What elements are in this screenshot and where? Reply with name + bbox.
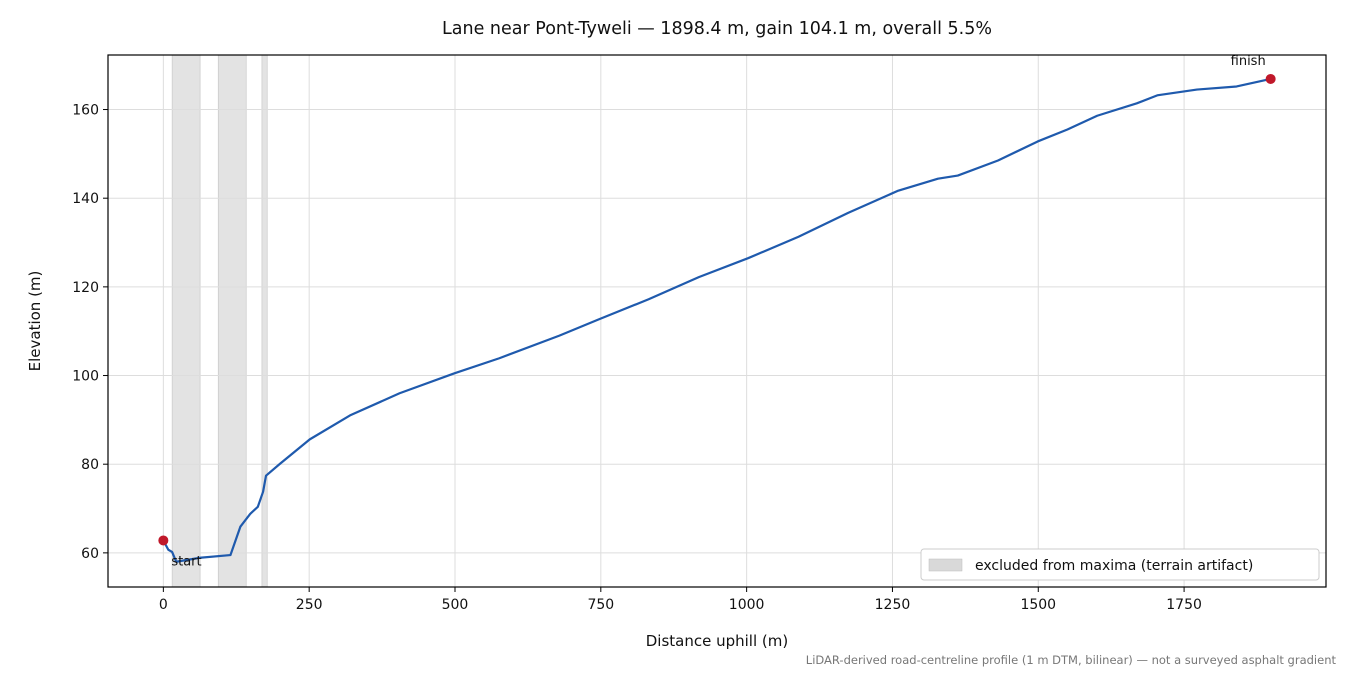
x-tick-label: 1000 [729,597,765,613]
excluded-span [261,54,268,588]
excluded-span [171,54,201,588]
plot-frame [107,54,1327,588]
footnote: LiDAR-derived road-centreline profile (1… [806,653,1337,667]
x-tick-label: 1250 [875,597,911,613]
endpoint-label: finish [1231,54,1266,69]
endpoint-marker [158,535,169,546]
y-tick-label: 120 [72,280,99,296]
legend-label: excluded from maxima (terrain artifact) [975,558,1253,574]
x-tick-label: 1500 [1020,597,1056,613]
chart-title: Lane near Pont-Tyweli — 1898.4 m, gain 1… [442,19,992,39]
x-tick-label: 750 [587,597,614,613]
endpoint-label: start [171,554,201,569]
y-tick-label: 140 [72,191,99,207]
elevation-line [162,77,1271,563]
legend-box [920,548,1320,581]
excluded-span [217,54,247,588]
x-tick-label: 1750 [1166,597,1202,613]
y-tick-label: 160 [72,103,99,119]
y-tick-label: 60 [81,546,99,562]
y-axis-label: Elevation (m) [26,271,44,372]
x-tick-label: 250 [296,597,323,613]
endpoint-marker [1265,73,1276,84]
x-tick-label: 500 [442,597,469,613]
x-axis-label: Distance uphill (m) [646,632,788,650]
legend-swatch [928,558,963,572]
x-tick-label: 0 [159,597,168,613]
y-tick-label: 100 [72,369,99,385]
y-tick-label: 80 [81,457,99,473]
